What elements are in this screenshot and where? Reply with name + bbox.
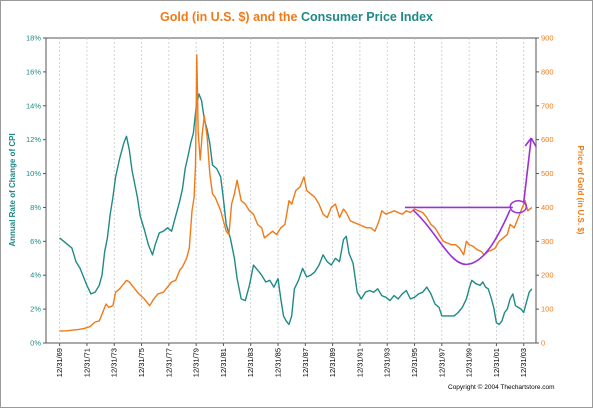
x-tick-label: 12/31/77 <box>164 348 173 377</box>
x-tick-label: 12/31/83 <box>246 348 255 377</box>
y-axis-label-right: Price of Gold (in U.S. $) <box>576 146 585 235</box>
copyright-notice: Copyright © 2004 Thechartstore.com <box>448 384 555 391</box>
annotations <box>404 137 537 266</box>
left-tick-label: 10% <box>26 169 41 178</box>
right-axis-ticks: 0 100 200 300 400 500 600 700 800 900 <box>536 34 554 348</box>
right-tick-label: 100 <box>541 305 554 314</box>
x-tick-label: 12/31/85 <box>274 348 283 377</box>
left-tick-label: 4% <box>30 271 41 280</box>
x-tick-label: 12/31/69 <box>55 348 64 377</box>
right-tick-label: 500 <box>541 169 554 178</box>
x-tick-label: 12/31/99 <box>465 348 474 377</box>
left-tick-label: 14% <box>26 101 41 110</box>
right-tick-label: 0 <box>541 339 545 348</box>
breakout-arrow-head <box>524 137 537 148</box>
right-tick-label: 400 <box>541 203 554 212</box>
chart-title: Gold (in U.S. $) and the Consumer Price … <box>0 10 593 24</box>
series-layer <box>59 54 533 332</box>
x-tick-label: 12/31/93 <box>383 348 392 377</box>
x-tick-label: 12/31/91 <box>355 348 364 377</box>
x-tick-label: 12/31/97 <box>437 348 446 377</box>
plot-area <box>45 37 537 344</box>
x-tick-label: 12/31/95 <box>410 348 419 377</box>
cpi-series-line <box>59 93 533 326</box>
x-tick-label: 12/31/79 <box>192 348 201 377</box>
y-axis-label-left: Annual Rate of Change of CPI <box>8 133 17 246</box>
right-tick-label: 600 <box>541 135 554 144</box>
breakout-arrow-shaft <box>522 137 533 203</box>
right-tick-label: 700 <box>541 101 554 110</box>
left-tick-label: 16% <box>26 67 41 76</box>
left-tick-label: 8% <box>30 203 41 212</box>
gold-series-line <box>59 54 533 332</box>
x-tick-label: 12/31/71 <box>82 348 91 377</box>
right-tick-label: 200 <box>541 271 554 280</box>
left-tick-label: 2% <box>30 305 41 314</box>
x-tick-label: 12/31/01 <box>492 348 501 377</box>
left-tick-label: 12% <box>26 135 41 144</box>
right-tick-label: 300 <box>541 237 554 246</box>
cup-curve <box>412 209 511 266</box>
right-tick-label: 800 <box>541 67 554 76</box>
x-tick-label: 12/31/87 <box>301 348 310 377</box>
left-tick-label: 0% <box>30 339 41 348</box>
left-tick-label: 6% <box>30 237 41 246</box>
title-cpi: Consumer Price Index <box>301 10 433 24</box>
title-and: and the <box>249 10 301 24</box>
x-tick-label: 12/31/89 <box>328 348 337 377</box>
right-tick-label: 900 <box>541 34 554 43</box>
left-tick-label: 18% <box>26 34 41 43</box>
x-tick-label: 12/31/73 <box>110 348 119 377</box>
left-axis-ticks: 0% 2% 4% 6% 8% 10% 12% 14% 16% 18% <box>26 34 46 348</box>
handle-ellipse <box>509 200 528 214</box>
title-gold: Gold (in U.S. $) <box>160 10 250 24</box>
x-tick-label: 12/31/03 <box>519 348 528 377</box>
x-tick-label: 12/31/81 <box>219 348 228 377</box>
x-axis-ticks: 12/31/69 12/31/71 12/31/73 12/31/75 12/31/77… <box>55 343 528 377</box>
x-tick-label: 12/31/75 <box>137 348 146 377</box>
